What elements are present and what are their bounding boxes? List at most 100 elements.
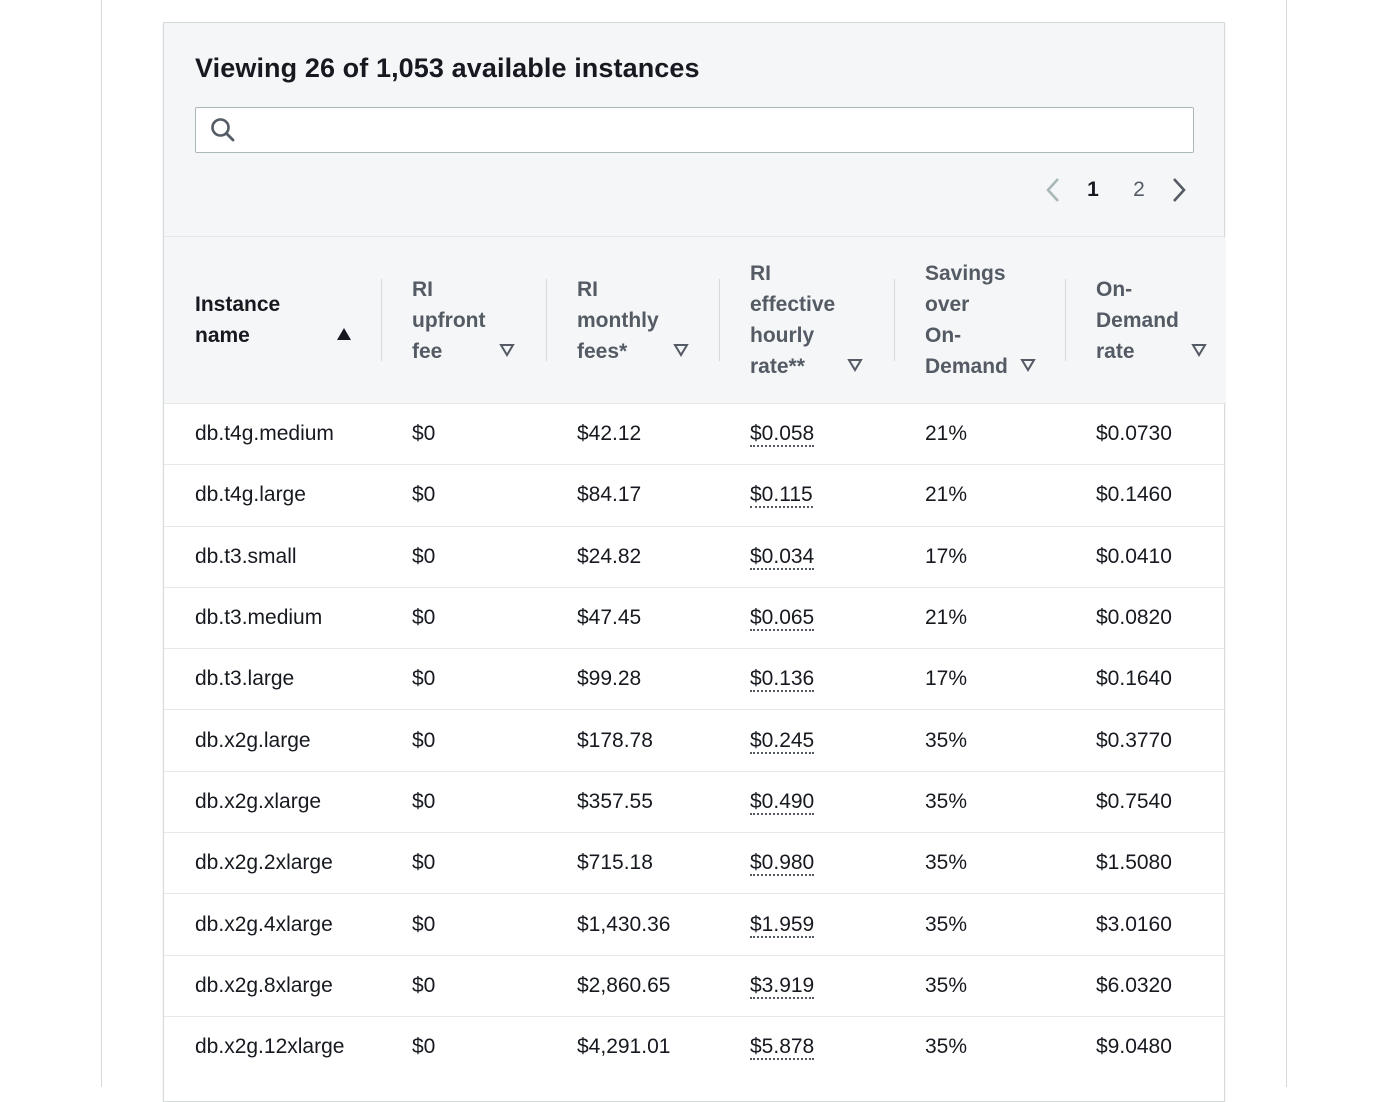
instances-table: Instance name RI upfront [164, 237, 1226, 1078]
caret-down-outline-icon [499, 344, 515, 357]
effective-rate-link[interactable]: $1.959 [750, 912, 815, 938]
table-row: db.t3.large $0 $99.28 $0.136 17% $0.1640 [164, 648, 1226, 710]
cell-savings: 17% [925, 544, 968, 568]
cell-ondemand: $9.0480 [1096, 1035, 1172, 1059]
table-header-row: Instance name RI upfront [164, 237, 1226, 404]
caret-down-outline-icon [847, 359, 863, 372]
cell-upfront: $0 [412, 728, 436, 752]
cell-ondemand: $6.0320 [1096, 973, 1172, 997]
cell-upfront: $0 [412, 422, 436, 446]
column-header-instance-name[interactable]: Instance name [164, 237, 381, 404]
cell-savings: 21% [925, 422, 968, 446]
chevron-right-icon [1173, 178, 1186, 202]
effective-rate-link[interactable]: $0.490 [750, 789, 815, 815]
effective-rate-link[interactable]: $5.878 [750, 1035, 815, 1061]
cell-ondemand: $0.0730 [1096, 422, 1172, 446]
cell-monthly: $178.78 [577, 728, 653, 752]
column-separator [894, 279, 895, 361]
column-separator [1065, 279, 1066, 361]
page-title: Viewing 26 of 1,053 available instances [195, 53, 700, 83]
cell-instance: db.x2g.2xlarge [195, 851, 333, 875]
cell-monthly: $4,291.01 [577, 1035, 671, 1059]
cell-upfront: $0 [412, 606, 436, 630]
cell-monthly: $357.55 [577, 789, 653, 813]
effective-rate-link[interactable]: $0.034 [750, 544, 815, 570]
cell-upfront: $0 [412, 789, 436, 813]
cell-effective[interactable]: $0.980 [719, 833, 894, 894]
search-input[interactable] [238, 108, 1193, 152]
next-page-button[interactable] [1162, 173, 1196, 207]
column-separator [546, 279, 547, 361]
cell-upfront: $0 [412, 1035, 436, 1059]
table-row: db.x2g.2xlarge $0 $715.18 $0.980 35% $1.5080 [164, 832, 1226, 894]
column-header-ri-upfront-fee[interactable]: RI upfront fee [381, 237, 546, 404]
table-row: db.t3.small $0 $24.82 $0.034 17% $0.0410 [164, 526, 1226, 587]
effective-rate-link[interactable]: $0.980 [750, 851, 815, 877]
effective-rate-link[interactable]: $0.115 [750, 483, 813, 509]
cell-savings: 35% [925, 728, 968, 752]
panel-header: Viewing 26 of 1,053 available instances … [164, 23, 1224, 237]
cell-savings: 35% [925, 1035, 968, 1059]
caret-down-outline-icon [1191, 344, 1207, 357]
table-body: db.t4g.medium $0 $42.12 $0.058 21% $0.0730 db.… [164, 403, 1226, 1078]
column-header-ri-effective-hourly-rate[interactable]: RI effective hourly rate** [719, 237, 894, 404]
cell-instance: db.t4g.medium [195, 422, 334, 446]
cell-savings: 35% [925, 851, 968, 875]
effective-rate-link[interactable]: $3.919 [750, 973, 815, 999]
cell-effective[interactable]: $5.878 [719, 1016, 894, 1077]
column-header-on-demand-rate[interactable]: On- Demand rate [1065, 237, 1226, 404]
search-icon [208, 115, 238, 145]
search-box[interactable] [195, 107, 1194, 153]
cell-instance: db.t4g.large [195, 483, 306, 507]
cell-upfront: $0 [412, 483, 436, 507]
cell-effective[interactable]: $0.034 [719, 526, 894, 587]
page-2-button[interactable]: 2 [1133, 178, 1145, 201]
cell-effective[interactable]: $3.919 [719, 955, 894, 1016]
page-1-button[interactable]: 1 [1087, 178, 1099, 201]
cell-savings: 21% [925, 483, 968, 507]
cell-instance: db.x2g.12xlarge [195, 1035, 345, 1059]
cell-monthly: $99.28 [577, 667, 642, 691]
effective-rate-link[interactable]: $0.065 [750, 606, 815, 632]
cell-ondemand: $0.0820 [1096, 606, 1172, 630]
table-row: db.x2g.large $0 $178.78 $0.245 35% $0.3770 [164, 709, 1226, 771]
previous-page-button[interactable] [1036, 173, 1070, 207]
cell-effective[interactable]: $0.058 [719, 404, 894, 465]
cell-monthly: $24.82 [577, 544, 642, 568]
cell-upfront: $0 [412, 851, 436, 875]
cell-effective[interactable]: $0.245 [719, 710, 894, 771]
column-header-savings-over-on-demand[interactable]: Savings over On- Demand [894, 237, 1065, 404]
cell-instance: db.x2g.4xlarge [195, 912, 333, 936]
cell-savings: 17% [925, 667, 968, 691]
instances-panel: Viewing 26 of 1,053 available instances … [163, 22, 1226, 1102]
cell-effective[interactable]: $0.115 [719, 465, 894, 526]
cell-monthly: $2,860.65 [577, 973, 671, 997]
cell-monthly: $84.17 [577, 483, 642, 507]
column-header-ri-monthly-fees[interactable]: RI monthly fees* [546, 237, 719, 404]
cell-instance: db.t3.medium [195, 606, 323, 630]
cell-upfront: $0 [412, 973, 436, 997]
cell-effective[interactable]: $0.136 [719, 649, 894, 710]
column-separator [381, 279, 382, 361]
effective-rate-link[interactable]: $0.245 [750, 728, 815, 754]
effective-rate-link[interactable]: $0.058 [750, 422, 815, 448]
cell-effective[interactable]: $1.959 [719, 894, 894, 955]
cell-instance: db.x2g.8xlarge [195, 973, 333, 997]
caret-down-outline-icon [1020, 359, 1036, 372]
cell-effective[interactable]: $0.065 [719, 587, 894, 648]
column-separator [719, 279, 720, 361]
cell-upfront: $0 [412, 912, 436, 936]
cell-ondemand: $0.1460 [1096, 483, 1172, 507]
cell-monthly: $1,430.36 [577, 912, 671, 936]
effective-rate-link[interactable]: $0.136 [750, 667, 815, 693]
cell-instance: db.x2g.xlarge [195, 789, 322, 813]
cell-ondemand: $1.5080 [1096, 851, 1172, 875]
cell-instance: db.t3.large [195, 667, 295, 691]
cell-monthly: $42.12 [577, 422, 642, 446]
table-row: db.t3.medium $0 $47.45 $0.065 21% $0.0820 [164, 587, 1226, 648]
table-row: db.t4g.medium $0 $42.12 $0.058 21% $0.0730 [164, 403, 1226, 465]
table-row: db.x2g.4xlarge $0 $1,430.36 $1.959 35% $3.016… [164, 893, 1226, 955]
cell-ondemand: $0.7540 [1096, 789, 1172, 813]
chevron-left-icon [1046, 178, 1059, 202]
cell-effective[interactable]: $0.490 [719, 771, 894, 832]
